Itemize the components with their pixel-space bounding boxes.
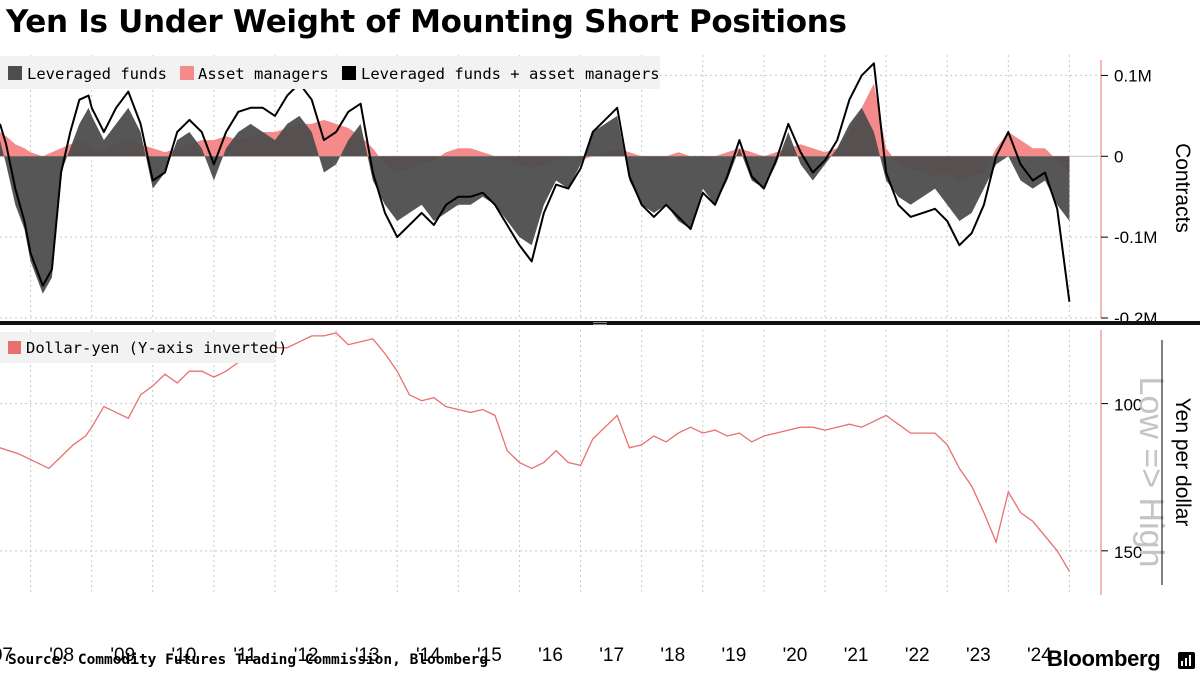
- x-tick-label: '24: [1027, 645, 1052, 666]
- x-axis-tick-labels: '07 '08 '09 '10 '11 '12 '13 '14 '15 '16 '17 '18 '19 '…: [0, 645, 1052, 666]
- legend-label-usdjpy: Dollar-yen (Y-axis inverted): [26, 339, 287, 357]
- x-tick-label: '13: [355, 645, 380, 666]
- x-tick-label: '08: [49, 645, 74, 666]
- x-tick-label: '20: [783, 645, 808, 666]
- x-tick-label: '09: [110, 645, 135, 666]
- y-tick-label: 150: [1114, 543, 1142, 562]
- usdjpy-legend: Dollar-yen (Y-axis inverted): [0, 332, 287, 363]
- x-tick-label: '15: [477, 645, 502, 666]
- x-tick-label: '18: [660, 645, 685, 666]
- x-tick-label: '22: [905, 645, 930, 666]
- legend-background-bottom: [0, 332, 275, 363]
- legend-background: [0, 56, 660, 89]
- legend-label-asset: Asset managers: [198, 65, 329, 83]
- legend-swatch-asset: [180, 66, 194, 80]
- legend-swatch-combined: [342, 66, 356, 80]
- panel-divider[interactable]: [0, 321, 1200, 325]
- x-tick-label: '11: [233, 645, 256, 666]
- positioning-y-axis-label: Contracts: [1171, 143, 1194, 233]
- y-tick-label: 100: [1114, 396, 1142, 415]
- grip-line-2: [593, 324, 607, 325]
- usdjpy-y-gridlines: 100 150: [0, 396, 1142, 562]
- bloomberg-logo-text: Bloomberg: [1047, 646, 1161, 671]
- grip-line-1: [593, 322, 607, 323]
- positioning-y-axis: 0.1M 0 -0.1M -0.2M: [1100, 60, 1157, 328]
- x-tick-label: '12: [294, 645, 319, 666]
- y-tick-label: -0.2M: [1114, 309, 1157, 328]
- usdjpy-series-line: [0, 332, 1070, 572]
- usdjpy-y-axis-label: Yen per dollar: [1171, 398, 1194, 527]
- y-tick-label: -0.1M: [1114, 228, 1157, 247]
- source-note: Source: Commodity Futures Trading Commis…: [8, 652, 489, 668]
- y-tick-label: 0: [1114, 147, 1123, 166]
- positioning-areas: [0, 62, 1071, 302]
- low-high-annotation: Low => High: [1132, 377, 1170, 568]
- y-tick-label: 0.1M: [1114, 66, 1152, 85]
- legend-swatch-usdjpy: [8, 341, 21, 354]
- x-tick-label: '16: [538, 645, 563, 666]
- x-tick-label: '14: [416, 645, 441, 666]
- usdjpy-panel: 100 150 Low => High Yen per dollar: [0, 330, 1194, 595]
- bloomberg-terminal-icon: [1178, 652, 1195, 669]
- legend-label-leveraged: Leveraged funds: [27, 65, 167, 83]
- legend-label-combined: Leveraged funds + asset managers: [361, 65, 660, 83]
- leveraged-funds-area: [0, 107, 1070, 294]
- legend-swatch-leveraged: [8, 66, 22, 80]
- combined-series-line: [0, 62, 1071, 302]
- x-tick-label: '21: [844, 645, 869, 666]
- x-tick-label: '17: [599, 645, 624, 666]
- panel-resize-grip-icon[interactable]: [593, 322, 607, 325]
- positioning-panel: 0.1M 0 -0.1M -0.2M Contracts: [0, 60, 1194, 328]
- positioning-legend: Leveraged funds Asset managers Leveraged…: [0, 56, 660, 89]
- x-tick-label: '19: [722, 645, 747, 666]
- x-tick-label: '10: [172, 645, 197, 666]
- x-tick-label: '07: [0, 645, 13, 666]
- chart-title: Yen Is Under Weight of Mounting Short Po…: [6, 4, 847, 40]
- x-tick-label: '23: [966, 645, 991, 666]
